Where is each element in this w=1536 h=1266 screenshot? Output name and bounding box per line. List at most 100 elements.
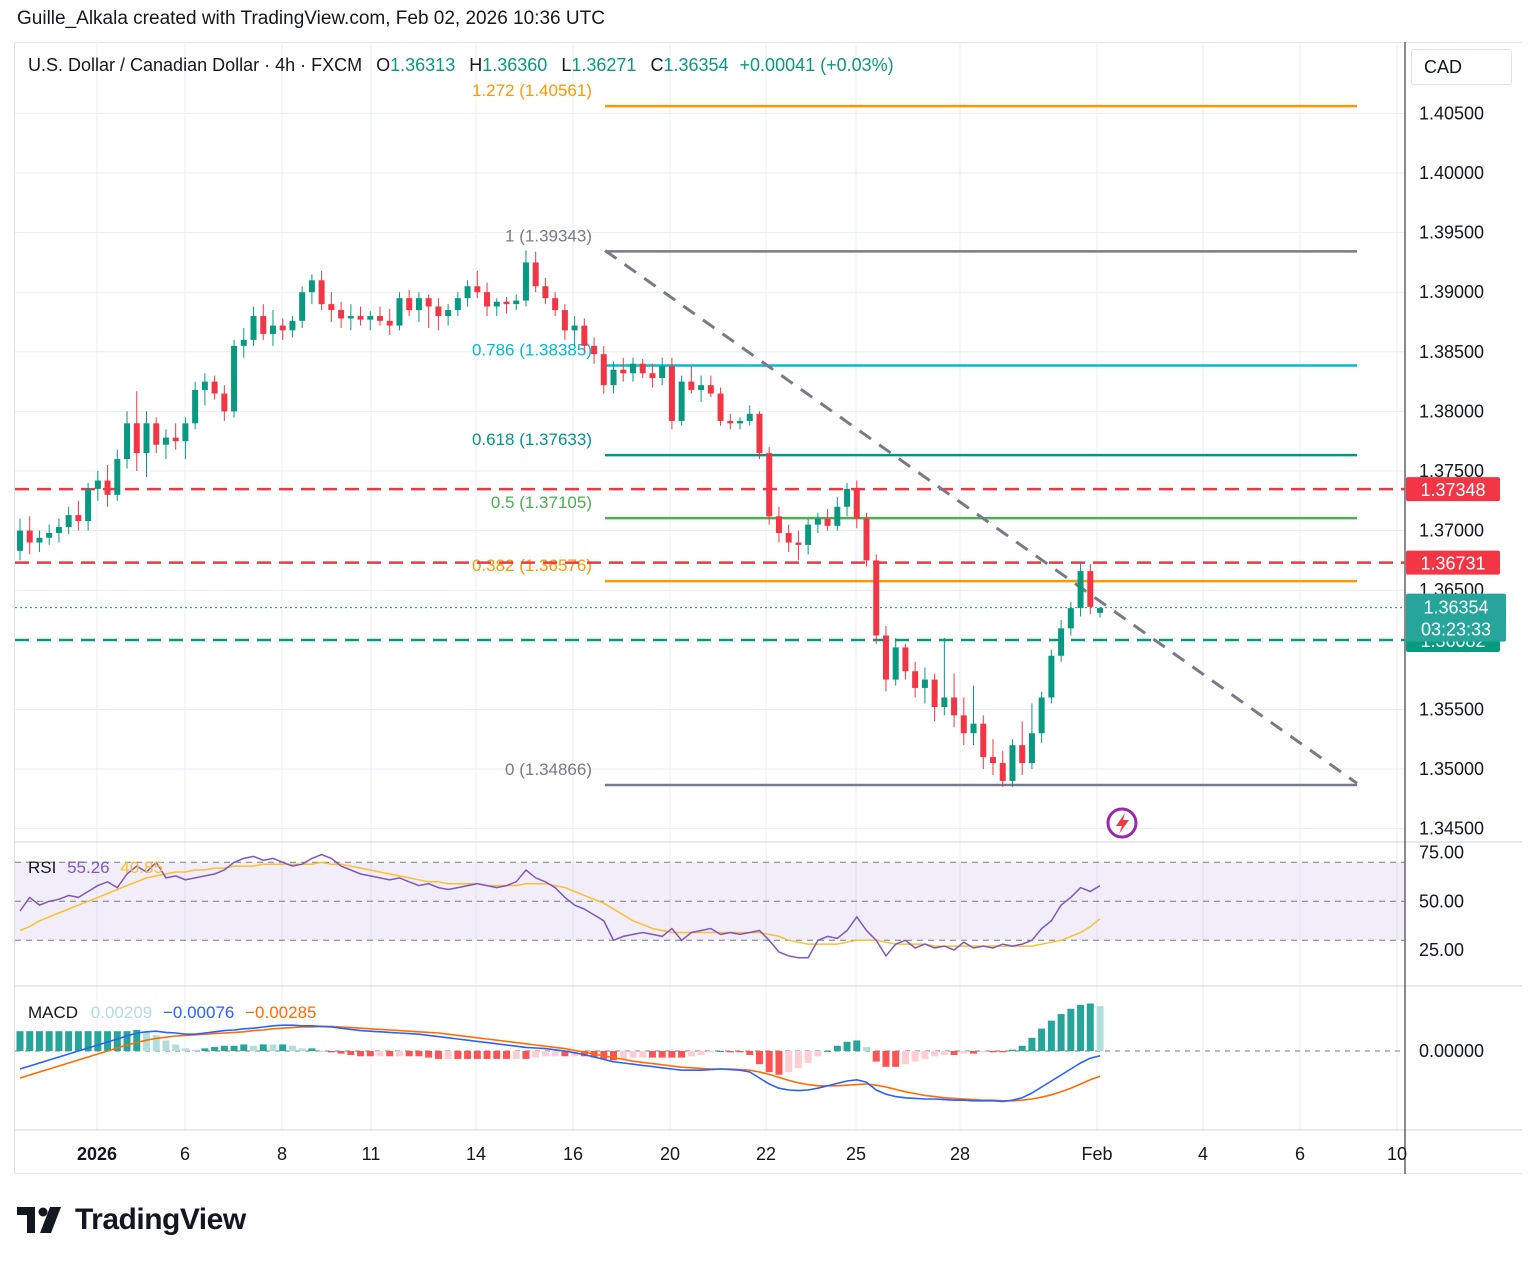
last-price-badge [1406,593,1506,642]
macd-histogram-bar [950,1051,958,1055]
open-label: O [376,55,391,75]
macd-histogram-bar [522,1051,530,1059]
macd-histogram-bar [376,1051,384,1057]
brand-logo: TradingView [17,1202,246,1238]
price-tick-label: 1.39500 [1419,223,1484,243]
macd-histogram-bar [1047,1020,1055,1051]
candle-body [396,298,403,326]
time-tick-label: 28 [950,1144,970,1164]
candle-body [143,423,150,454]
candle-body [347,316,354,319]
macd-histogram-bar [308,1048,316,1051]
candle-body [240,339,247,346]
macd-histogram-bar [648,1051,656,1058]
fibonacci-retracement: 1.272 (1.40561) 1 (1.39343) 0.786 (1.38385… [472,81,1357,787]
candle-body [990,757,996,764]
macd-histogram-bar [269,1044,277,1051]
candle-body [902,647,909,672]
candle-body [415,298,422,311]
rsi-tick-label: 25.00 [1419,940,1464,960]
candle-body [785,532,792,543]
candle-body [231,345,238,412]
macd-histogram-bar [211,1047,219,1051]
time-tick-label: 14 [466,1144,486,1164]
candle-body [1058,628,1065,656]
macd-histogram-bar [337,1051,345,1054]
candle-body [873,560,880,636]
candle-body [85,488,92,522]
macd-histogram-bar [181,1048,189,1051]
candle-body [46,532,53,538]
rsi-ma-line [19,861,1101,947]
candle-body [688,381,695,390]
macd-histogram-bar [746,1051,754,1055]
candle-body [513,300,520,305]
candle-body [328,304,335,311]
price-tick-label: 1.34500 [1419,819,1484,839]
price-tick-label: 1.35500 [1419,699,1484,719]
candle-body [260,316,267,334]
currency-selector[interactable]: CAD [1411,49,1512,85]
candle-body [338,310,345,319]
macd-histogram-bar [123,1031,131,1051]
macd-histogram-bar [35,1031,43,1051]
macd-histogram-bar [853,1040,861,1051]
candle-body [308,280,315,293]
rsi-line [19,853,1101,959]
countdown-label: 03:23:33 [1421,620,1491,640]
macd-histogram-bar [191,1049,199,1051]
macd-histogram-bar [687,1051,695,1057]
candle-body [269,325,276,334]
macd-histogram-bar [697,1051,705,1055]
macd-histogram-bar [279,1044,287,1051]
macd-histogram-bar [571,1051,579,1057]
macd-histogram-bar [755,1051,763,1065]
candle-body [445,310,452,317]
macd-signal-value: −0.00285 [245,1003,317,1022]
macd-histogram-bar [152,1035,160,1051]
candle-body [474,286,481,293]
candle-body [94,480,101,489]
candle-body [114,459,121,495]
candle-body [542,286,549,299]
macd-histogram-bar [736,1051,744,1053]
candle-body [727,420,734,424]
close-value: 1.36354 [663,55,729,75]
macd-histogram-value: 0.00209 [90,1003,153,1022]
macd-histogram-bar [454,1051,462,1059]
macd-histogram-bar [65,1031,73,1051]
macd-signal-line [19,1025,1101,1102]
time-tick-label: 6 [1295,1144,1305,1164]
candle-body [707,385,714,394]
macd-histogram-bar [814,1051,822,1057]
candle-body [182,423,189,442]
macd-histogram-bar [658,1051,666,1058]
candle-body [1087,571,1094,607]
candle-body [1048,655,1055,698]
macd-histogram-bar [250,1045,258,1051]
rsi-tick-label: 50.00 [1419,891,1464,911]
candle-body [172,437,179,442]
time-tick-label: 20 [660,1144,680,1164]
macd-histogram-bar [1096,1006,1104,1051]
rsi-pane [15,853,1405,959]
macd-histogram-bar [493,1051,501,1059]
fib-level-label: 0 (1.34866) [505,760,592,779]
macd-histogram-bar [1008,1049,1016,1051]
candle-body [532,262,539,287]
macd-histogram-bar [512,1051,520,1059]
macd-line [19,1024,1101,1103]
fib-level-label: 0.618 (1.37633) [472,430,592,449]
change-value: +0.00041 (+0.03%) [739,55,894,75]
symbol-legend: U.S. Dollar / Canadian Dollar · 4h · FXC… [28,55,894,76]
candle-body [522,262,529,301]
macd-histogram-bar [765,1051,773,1073]
chart-frame[interactable] [14,42,1522,1174]
macd-histogram-bar [619,1051,627,1059]
macd-histogram-bar [162,1040,170,1051]
trendline-dashed [604,249,1358,785]
candle-body [299,292,306,321]
candle-body [425,298,432,307]
price-tick-label: 1.39000 [1419,282,1484,302]
